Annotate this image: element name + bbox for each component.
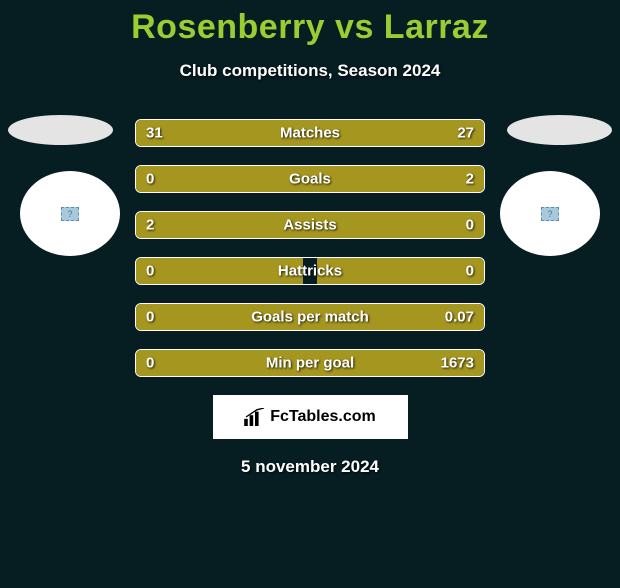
stat-bar: Matches 31 27	[135, 119, 485, 147]
logo-box[interactable]: FcTables.com	[213, 395, 408, 439]
stat-bar-label: Hattricks	[278, 263, 342, 280]
stat-bar-label: Matches	[280, 125, 340, 142]
stat-bar: Goals 0 2	[135, 165, 485, 193]
player-left-ellipse	[8, 115, 113, 145]
stat-bar-value-left: 2	[146, 217, 154, 234]
stat-bar-label: Goals	[289, 171, 331, 188]
stat-bars-container: Matches3127Goals02Assists20Hattricks00Go…	[135, 119, 485, 377]
stat-bar: Hattricks 0 0	[135, 257, 485, 285]
stat-bar-value-left: 31	[146, 125, 163, 142]
stat-bar-value-left: 0	[146, 263, 154, 280]
stat-bar-label: Goals per match	[251, 309, 369, 326]
stat-bar-value-left: 0	[146, 171, 154, 188]
stat-bar-value-right: 2	[466, 171, 474, 188]
stat-bar-value-right: 0	[466, 263, 474, 280]
stat-bar-value-left: 0	[146, 309, 154, 326]
stat-bar-value-right: 1673	[441, 355, 474, 372]
stat-bar-label: Min per goal	[266, 355, 354, 372]
stats-area: Matches3127Goals02Assists20Hattricks00Go…	[0, 119, 620, 377]
fctables-logo-icon	[244, 408, 266, 426]
player-right-avatar	[500, 171, 600, 256]
player-left-avatar	[20, 171, 120, 256]
stat-bar-value-right: 27	[457, 125, 474, 142]
stat-bar-fill-right	[421, 212, 484, 238]
page-title: Rosenberry vs Larraz	[0, 8, 620, 47]
stat-bar: Min per goal 0 1673	[135, 349, 485, 377]
stat-bar: Goals per match 0 0.07	[135, 303, 485, 331]
player-right-ellipse	[507, 115, 612, 145]
footer-date: 5 november 2024	[0, 457, 620, 477]
stat-bar-label: Assists	[283, 217, 336, 234]
image-placeholder-icon	[541, 207, 559, 221]
stat-bar-value-right: 0.07	[445, 309, 474, 326]
stat-bar: Assists 2 0	[135, 211, 485, 239]
logo-text: FcTables.com	[270, 408, 376, 426]
stat-bar-value-left: 0	[146, 355, 154, 372]
subtitle: Club competitions, Season 2024	[0, 61, 620, 81]
stat-bar-value-right: 0	[466, 217, 474, 234]
image-placeholder-icon	[61, 207, 79, 221]
